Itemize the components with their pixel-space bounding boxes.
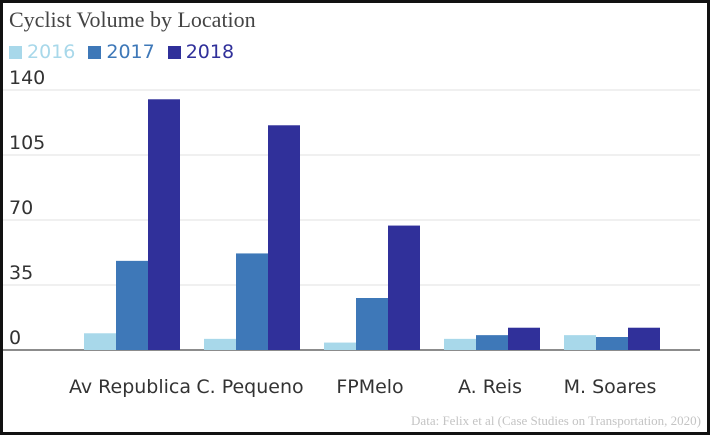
x-tick-label-3: A. Reis — [458, 376, 522, 398]
bar-2017-0 — [116, 260, 148, 350]
y-tick-label-0: 0 — [9, 327, 21, 349]
bar-2018-3 — [508, 327, 540, 350]
legend-item-2017: 2017 — [88, 41, 155, 63]
x-tick-label-0: Av Republica — [69, 376, 191, 398]
bar-2018-0 — [148, 99, 180, 351]
y-tick-label-140: 140 — [9, 67, 45, 89]
bar-2017-3 — [476, 335, 508, 350]
bar-2018-4 — [628, 327, 660, 350]
legend-label-2016: 2016 — [27, 41, 76, 63]
bar-2017-2 — [356, 298, 388, 350]
legend-swatch-2018 — [167, 45, 181, 59]
x-tick-label-1: C. Pequeno — [196, 376, 303, 398]
bar-chart-plot: 0 35 70 105 140 Av Republica C. Pequeno FPMelo A… — [3, 67, 700, 398]
bar-2018-2 — [388, 225, 420, 350]
data-source-note: Data: Felix et al (Case Studies on Trans… — [411, 413, 701, 428]
x-tick-label-2: FPMelo — [336, 376, 403, 398]
bar-2016-3 — [444, 338, 476, 350]
legend-item-2016: 2016 — [9, 41, 75, 63]
y-tick-label-70: 70 — [9, 197, 33, 219]
chart-title: Cyclist Volume by Location — [9, 7, 256, 32]
bar-2018-1 — [268, 125, 300, 351]
legend-label-2017: 2017 — [106, 41, 155, 63]
y-tick-label-105: 105 — [9, 132, 45, 154]
bar-2016-2 — [324, 342, 356, 350]
chart-legend: 2016 2017 2018 — [9, 41, 247, 63]
bar-2016-0 — [84, 333, 116, 350]
legend-item-2018: 2018 — [167, 41, 235, 63]
legend-label-2018: 2018 — [185, 41, 235, 63]
legend-swatch-2016 — [9, 45, 22, 59]
legend-swatch-2017 — [88, 45, 102, 59]
x-tick-label-4: M. Soares — [564, 376, 657, 398]
y-tick-label-35: 35 — [9, 262, 33, 284]
bar-2016-1 — [204, 338, 236, 350]
bar-2017-1 — [236, 253, 268, 350]
bar-2017-4 — [596, 337, 628, 350]
bar-2016-4 — [564, 335, 596, 350]
